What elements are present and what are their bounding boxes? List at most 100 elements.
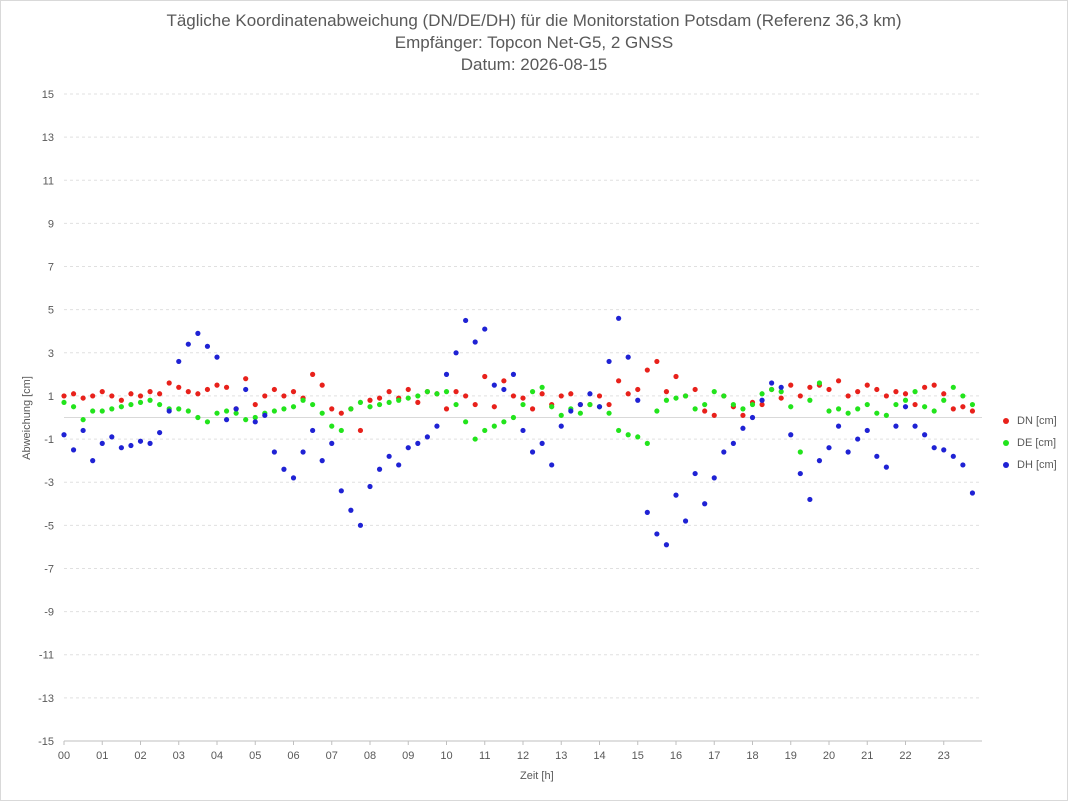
point-dh [587,391,593,397]
point-dn [845,393,851,399]
point-dn [176,384,182,390]
point-dh [931,445,937,451]
point-dn [271,386,277,393]
point-dh [491,382,497,388]
point-dh [950,453,956,459]
y-tick-label: -9 [44,607,54,619]
point-dn [147,389,153,395]
point-de [176,406,182,412]
point-dh [214,354,220,360]
x-tick-label: 23 [938,750,950,762]
y-tick-label: -15 [38,736,54,748]
y-tick-label: 1 [48,391,54,403]
point-de [137,399,144,406]
point-dn [778,395,784,401]
point-de [310,401,316,408]
point-de [80,417,86,423]
point-dn [826,386,832,393]
point-dh [424,434,430,440]
point-dh [568,408,574,414]
y-axis-label: Abweichung [cm] [21,376,33,460]
y-tick-label: 7 [48,262,54,274]
point-dh [80,427,86,434]
point-dh [90,458,96,464]
y-tick-label: -3 [44,477,54,489]
point-dh [596,404,603,410]
point-de [472,436,478,442]
point-dn [568,391,574,397]
point-de [204,419,211,425]
legend-marker-de [1003,440,1009,446]
y-tick-label: -7 [44,563,54,575]
point-dn [797,393,803,399]
point-dh [816,458,823,464]
point-de [587,401,593,408]
point-dh [721,449,727,455]
point-dn [252,401,258,408]
point-dn [864,382,870,388]
point-dh [348,507,354,513]
y-tick-label: 3 [48,348,54,360]
point-dh [405,445,411,451]
point-de [520,401,526,408]
point-dh [902,404,909,410]
point-dh [300,449,306,455]
point-dn [807,384,813,390]
point-dn [893,389,899,395]
point-de [424,389,430,395]
point-de [549,404,555,410]
point-dn [376,395,383,401]
point-dn [596,393,603,399]
point-dn [558,393,564,399]
point-dh [271,449,277,455]
point-dh [128,442,134,449]
legend-item-dh: DH [cm] [1003,454,1057,476]
x-tick-label: 06 [287,750,299,762]
point-dh [243,386,249,393]
point-dh [874,453,880,459]
point-dh [262,412,268,418]
point-de [539,384,545,390]
point-dh [61,432,67,438]
point-dn [644,367,650,373]
point-de [434,391,440,397]
point-de [663,397,670,403]
x-tick-label: 04 [211,750,223,762]
x-tick-label: 12 [517,750,529,762]
point-dn [453,389,459,395]
y-tick-label: -1 [44,434,54,446]
point-dh [118,445,124,451]
point-de [826,408,832,414]
point-dh [702,501,708,507]
point-dh [539,440,545,446]
y-tick-label: 5 [48,305,54,317]
point-de [195,414,201,421]
point-de [376,401,383,408]
point-de [635,434,641,440]
point-dh [415,440,421,446]
point-dn [80,395,86,401]
point-dh [453,350,459,356]
point-dn [310,371,316,377]
point-dn [70,391,77,397]
point-de [233,410,239,416]
y-tick-label: 15 [42,89,54,101]
title-line-1: Tägliche Koordinatenabweichung (DN/DE/DH… [166,11,902,30]
point-de [902,397,909,403]
point-dh [922,432,928,438]
point-dh [99,440,105,446]
point-de [778,389,784,395]
point-dh [625,354,631,360]
point-dn [539,391,545,397]
point-dh [912,423,918,429]
point-dn [902,391,909,397]
point-de [625,432,631,438]
point-de [855,406,861,412]
point-dn [663,389,670,395]
point-de [529,389,536,395]
point-dh [463,317,469,324]
y-tick-label: 11 [43,175,54,187]
point-dh [577,401,583,408]
point-dh [749,414,756,421]
point-de [797,449,803,455]
